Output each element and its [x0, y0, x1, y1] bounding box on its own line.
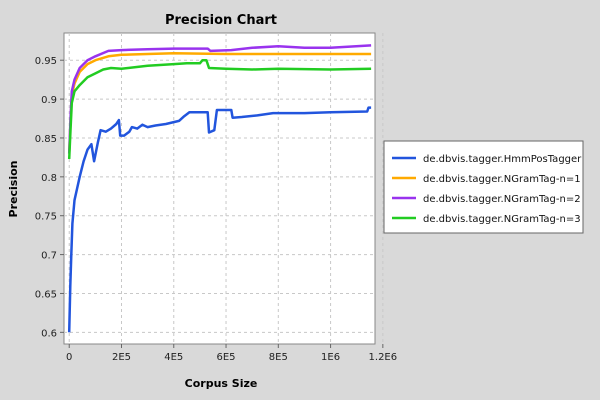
series-line-1: [67, 106, 372, 333]
legend-label-1: de.dbvis.tagger.HmmPosTagger: [423, 154, 582, 165]
y-tick-label: 0.6: [41, 328, 57, 339]
x-tick-label: 1.2E6: [369, 352, 398, 363]
legend-box: [383, 140, 584, 234]
x-tick-label: 1E6: [321, 352, 340, 363]
y-axis-label: Precision: [7, 161, 20, 218]
legend: de.dbvis.tagger.HmmPosTagger de.dbvis.tag…: [392, 154, 582, 225]
legend-label-4: de.dbvis.tagger.NGramTag-n=3: [423, 214, 581, 225]
y-tick-label: 0.75: [35, 212, 57, 223]
y-tick-label: 0.65: [35, 289, 57, 300]
x-tick-label: 0: [66, 352, 72, 363]
series-line-4: [67, 58, 372, 160]
chart-title: Precision Chart: [165, 13, 277, 28]
x-tick-label: 8E5: [269, 352, 288, 363]
y-tick-label: 0.85: [35, 134, 57, 145]
x-tick-label: 6E5: [217, 352, 236, 363]
tick-layer: 0 2E5 4E5 6E5 8E5 1E6 1.2E6 0.6 0.65 0.7 0.75 0.8 0.…: [35, 56, 397, 363]
y-tick-label: 0.95: [35, 56, 57, 67]
x-axis-label: Corpus Size: [185, 377, 258, 390]
y-tick-label: 0.9: [41, 95, 57, 106]
y-tick-label: 0.7: [41, 251, 57, 262]
legend-label-2: de.dbvis.tagger.NGramTag-n=1: [423, 174, 581, 185]
series-layer: [67, 44, 372, 333]
legend-label-3: de.dbvis.tagger.NGramTag-n=2: [423, 194, 581, 205]
x-tick-label: 4E5: [164, 352, 183, 363]
series-line-3: [67, 44, 372, 154]
x-tick-label: 2E5: [112, 352, 131, 363]
plot-area: [63, 32, 376, 345]
y-tick-label: 0.8: [41, 173, 57, 184]
